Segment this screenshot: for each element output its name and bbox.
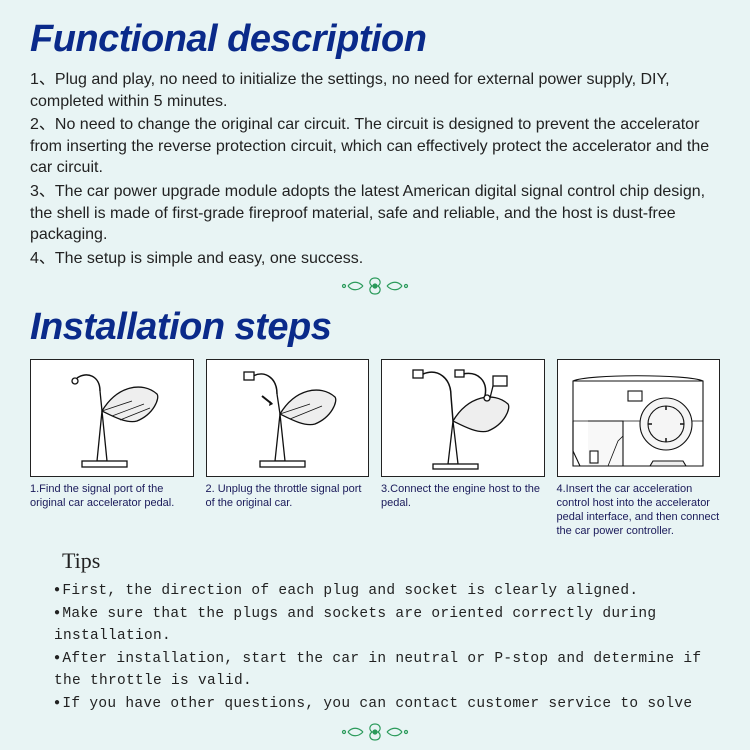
tip-1: First, the direction of each plug and so…: [54, 580, 720, 602]
ornamental-divider-2: [30, 721, 720, 748]
step-4-illustration: [557, 359, 721, 477]
tip-2: Make sure that the plugs and sockets are…: [54, 603, 720, 648]
desc-item-2: 2、No need to change the original car cir…: [30, 114, 720, 179]
tip-4: If you have other questions, you can con…: [54, 693, 720, 715]
functional-description-list: 1、Plug and play, no need to initialize t…: [30, 69, 720, 269]
step-1-caption: 1.Find the signal port of the original c…: [30, 483, 194, 511]
tip-3: After installation, start the car in neu…: [54, 648, 720, 693]
step-1: 1.Find the signal port of the original c…: [30, 359, 194, 538]
ornamental-divider-1: [30, 275, 720, 302]
step-4: 4.Insert the car acceleration control ho…: [557, 359, 721, 538]
step-2: 2. Unplug the throttle signal port of th…: [206, 359, 370, 538]
functional-description-heading: Functional description: [30, 18, 720, 61]
tips-list: First, the direction of each plug and so…: [54, 580, 720, 715]
installation-steps-row: 1.Find the signal port of the original c…: [30, 359, 720, 538]
step-3-caption: 3.Connect the engine host to the pedal.: [381, 483, 545, 511]
step-2-caption: 2. Unplug the throttle signal port of th…: [206, 483, 370, 511]
tips-heading: Tips: [62, 548, 720, 574]
step-2-illustration: [206, 359, 370, 477]
step-3: 3.Connect the engine host to the pedal.: [381, 359, 545, 538]
step-4-caption: 4.Insert the car acceleration control ho…: [557, 483, 721, 538]
desc-item-4: 4、The setup is simple and easy, one succ…: [30, 248, 720, 270]
installation-steps-heading: Installation steps: [30, 306, 720, 349]
step-1-illustration: [30, 359, 194, 477]
step-3-illustration: [381, 359, 545, 477]
desc-item-3: 3、The car power upgrade module adopts th…: [30, 181, 720, 246]
desc-item-1: 1、Plug and play, no need to initialize t…: [30, 69, 720, 112]
